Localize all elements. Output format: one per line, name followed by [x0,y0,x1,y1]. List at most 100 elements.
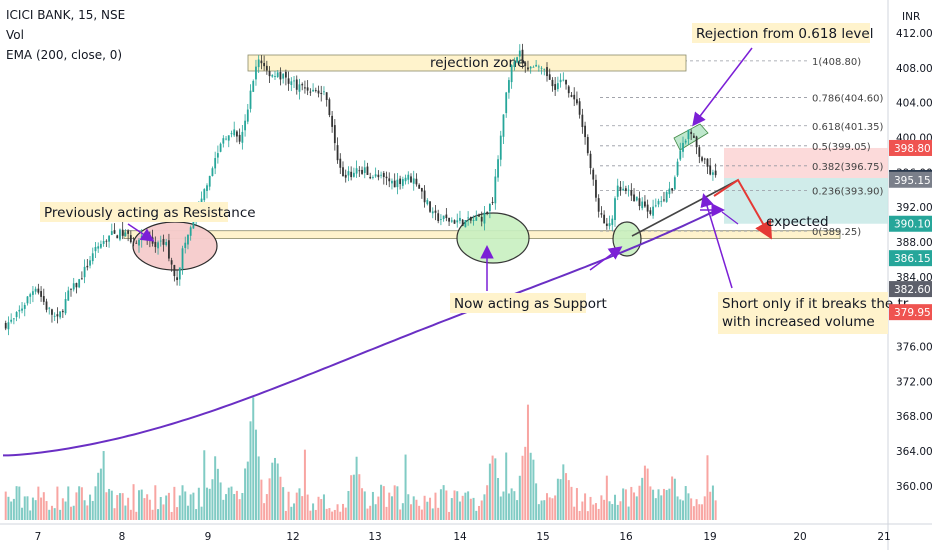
candle-body [314,90,317,91]
volume-bar [157,509,160,520]
volume-bar [380,484,383,520]
candle-body [692,135,695,138]
volume-bar [67,486,70,520]
candle-body [644,201,646,207]
x-tick-label: 9 [205,531,212,543]
rejection-fib-label: Rejection from 0.618 level [696,26,873,42]
volume-bar [235,490,238,520]
volume-bar [132,484,135,520]
volume-bar [40,497,43,520]
candle-body [646,204,649,212]
volume-bar [241,493,244,520]
volume-bar [654,498,657,520]
price-tag-label: 390.10 [894,219,931,231]
volume-bar [295,492,298,520]
volume-bar [603,499,606,520]
candle-body [102,241,105,244]
fib-level-label: 0.236(393.90) [812,187,884,198]
price-tag [889,281,932,298]
volume-bar [56,486,59,520]
candle-body [554,84,557,90]
candle-body [714,170,717,176]
volume-bar [265,494,268,520]
candle-body [64,299,67,314]
candle-body [113,230,116,234]
volume-bar [127,497,130,520]
candle-body [565,79,567,85]
x-tick-label: 20 [793,531,806,543]
volume-bar [268,478,271,520]
candle-body [627,189,630,191]
volume-bar [594,503,597,520]
candle-body [510,65,513,83]
volume-bar [464,492,467,520]
candle-body [712,172,714,175]
volume-bar [453,490,456,520]
volume-bar [573,506,576,520]
x-tick-label: 21 [877,531,890,543]
candle-body [355,168,358,174]
candle-body [567,86,570,94]
volume-bar [597,508,600,520]
candle-body [518,50,521,57]
volume-bar [64,501,67,520]
candle-body [129,235,132,243]
volume-bar [86,505,89,520]
volume-bar [431,508,434,520]
candle-body [233,129,236,136]
volume-bar [684,486,687,520]
candle-body [56,314,59,317]
volume-bar [15,486,18,520]
volume-bar [89,494,92,520]
candle-body [551,79,554,87]
volume-bar [59,509,62,520]
candle-body [431,211,434,214]
volume-bar [483,494,486,520]
volume-bar [516,500,519,520]
volume-bar [99,468,102,520]
candle-body [488,203,491,212]
candle-body [336,145,339,161]
candle-body [382,172,385,178]
volume-bar [638,485,641,520]
candle-body [524,62,527,66]
candle-body [483,212,486,224]
volume-bar [502,491,505,520]
candle-body [260,60,263,64]
volume-bar [434,492,437,520]
candle-body [442,215,445,220]
volume-bar [401,503,404,520]
volume-bar [61,498,64,520]
candle-body [448,217,450,222]
volume-bar [676,496,679,520]
volume-bar [556,478,559,520]
volume-bar [170,511,173,520]
candle-body [37,288,40,293]
volume-bar [336,504,339,520]
candle-body [53,315,56,317]
volume-bar [75,492,78,520]
support-circle [456,212,530,264]
volume-bar [116,495,119,520]
candle-body [410,176,412,183]
volume-bar [668,488,671,520]
candle-body [29,294,32,297]
candle-body [464,220,467,228]
volume-bar [78,486,81,520]
volume-bar [173,486,176,520]
candle-body [687,129,690,140]
candle-body [709,165,712,175]
candle-body [663,199,665,201]
volume-bar [499,496,502,520]
resistance-circle [132,221,218,271]
candle-body [10,319,13,322]
candle-body [282,73,285,79]
volume-bar [418,505,421,520]
candle-body [682,142,684,152]
volume-bar [488,463,491,520]
candle-body [676,161,679,176]
volume-bar [567,480,570,520]
candle-body [227,135,230,141]
volume-bar [426,501,429,520]
